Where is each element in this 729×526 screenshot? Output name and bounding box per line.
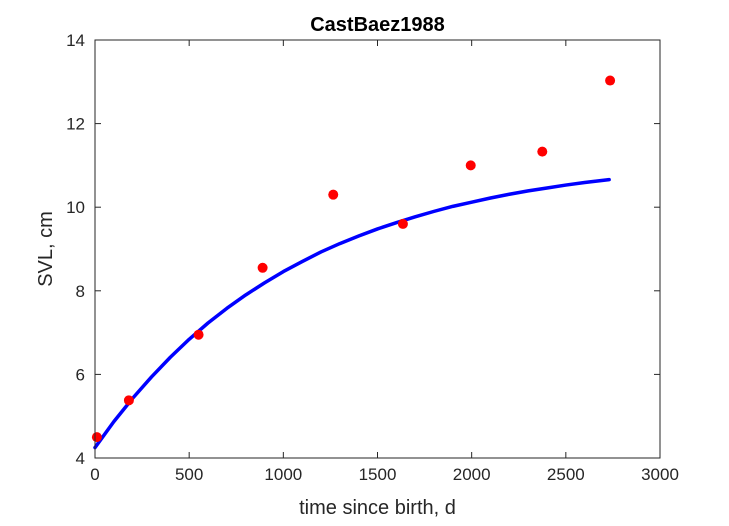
axes-background: [95, 40, 660, 458]
data-point: [605, 75, 616, 86]
x-tick-label: 500: [175, 465, 203, 484]
data-point: [465, 160, 476, 171]
x-tick-label: 3000: [641, 465, 679, 484]
axes-box: [94, 39, 661, 459]
data-point: [193, 329, 204, 340]
y-tick-label: 14: [66, 31, 85, 50]
chart-title: CastBaez1988: [310, 14, 445, 36]
data-point: [257, 262, 268, 273]
axis-ticks: 0 500 1000 1500 2000 2500 3000 4 6 8 10 12 14: [66, 31, 679, 484]
x-tick-label: 2000: [453, 465, 491, 484]
x-tick-label: 1000: [264, 465, 302, 484]
y-axis-label: SVL, cm: [35, 211, 57, 287]
y-tick-label: 4: [76, 449, 85, 468]
data-point: [397, 218, 408, 229]
fit-curve-layer: [93, 177, 611, 450]
y-tick-label: 12: [66, 115, 85, 134]
x-axis-label: time since birth, d: [299, 497, 456, 519]
data-point: [537, 146, 548, 157]
data-point: [328, 189, 339, 200]
y-tick-label: 8: [76, 282, 85, 301]
y-tick-label: 10: [66, 198, 85, 217]
y-tick-label: 6: [76, 365, 85, 384]
data-point: [123, 395, 134, 406]
data-point: [91, 432, 102, 443]
fit-curve-line: [93, 177, 611, 450]
x-tick-label: 2500: [547, 465, 585, 484]
x-tick-label: 0: [90, 465, 99, 484]
data-points-layer: [91, 75, 616, 443]
x-tick-label: 1500: [359, 465, 397, 484]
